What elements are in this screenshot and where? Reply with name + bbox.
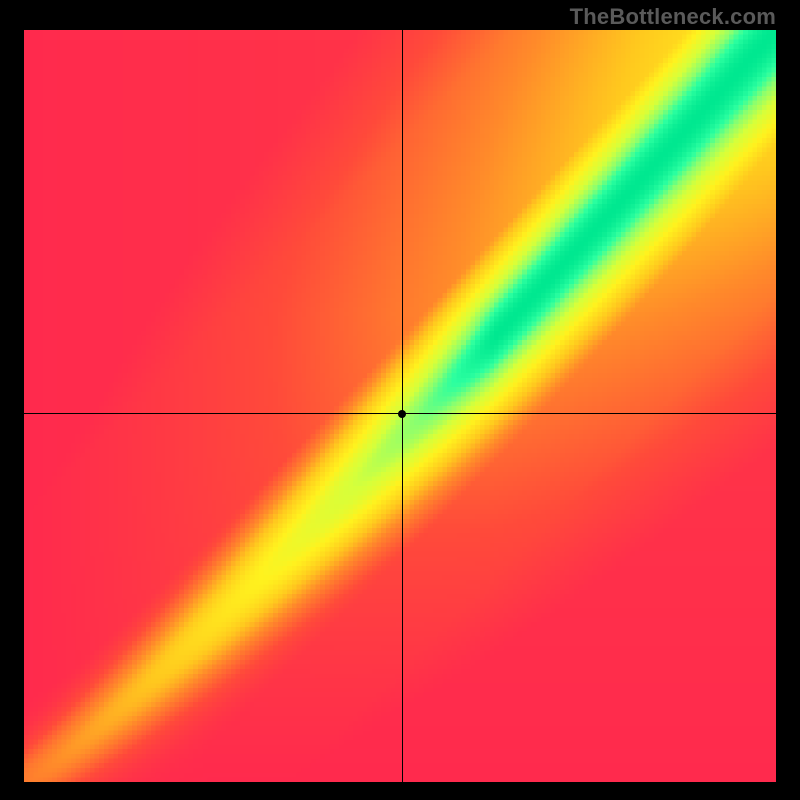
crosshair-marker: [398, 410, 406, 418]
crosshair-vertical: [402, 30, 403, 782]
bottleneck-heatmap: [24, 30, 776, 782]
chart-container: TheBottleneck.com: [0, 0, 800, 800]
watermark-text: TheBottleneck.com: [570, 4, 776, 30]
